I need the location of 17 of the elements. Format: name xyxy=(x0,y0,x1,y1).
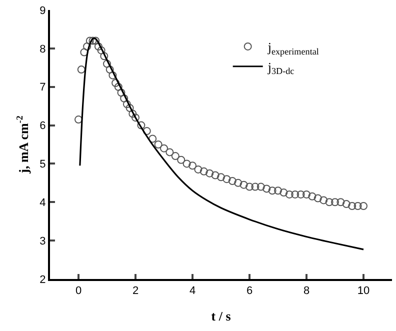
y-tick-label: 9 xyxy=(40,4,46,17)
y-tick-label: 6 xyxy=(40,120,46,132)
x-tick-label: 8 xyxy=(303,285,310,298)
x-tick-label: 2 xyxy=(132,285,139,298)
x-tick-label: 6 xyxy=(246,285,253,298)
x-tick-label: 4 xyxy=(189,285,196,298)
legend-label: j$_{3D-dc}$ xyxy=(266,59,294,76)
y-tick-label: 5 xyxy=(40,158,46,171)
y-tick-label: 7 xyxy=(40,82,46,94)
y-tick-label: 3 xyxy=(40,235,46,248)
y-tick-label: 4 xyxy=(40,196,46,209)
y-tick-label: 2 xyxy=(40,274,46,286)
x-tick-label: 10 xyxy=(357,285,370,298)
y-tick-label: 8 xyxy=(40,43,46,56)
x-axis-title: t / s xyxy=(211,308,231,324)
x-tick-label: 0 xyxy=(75,285,82,298)
legend-label: j$_{experimental}$ xyxy=(266,40,320,56)
